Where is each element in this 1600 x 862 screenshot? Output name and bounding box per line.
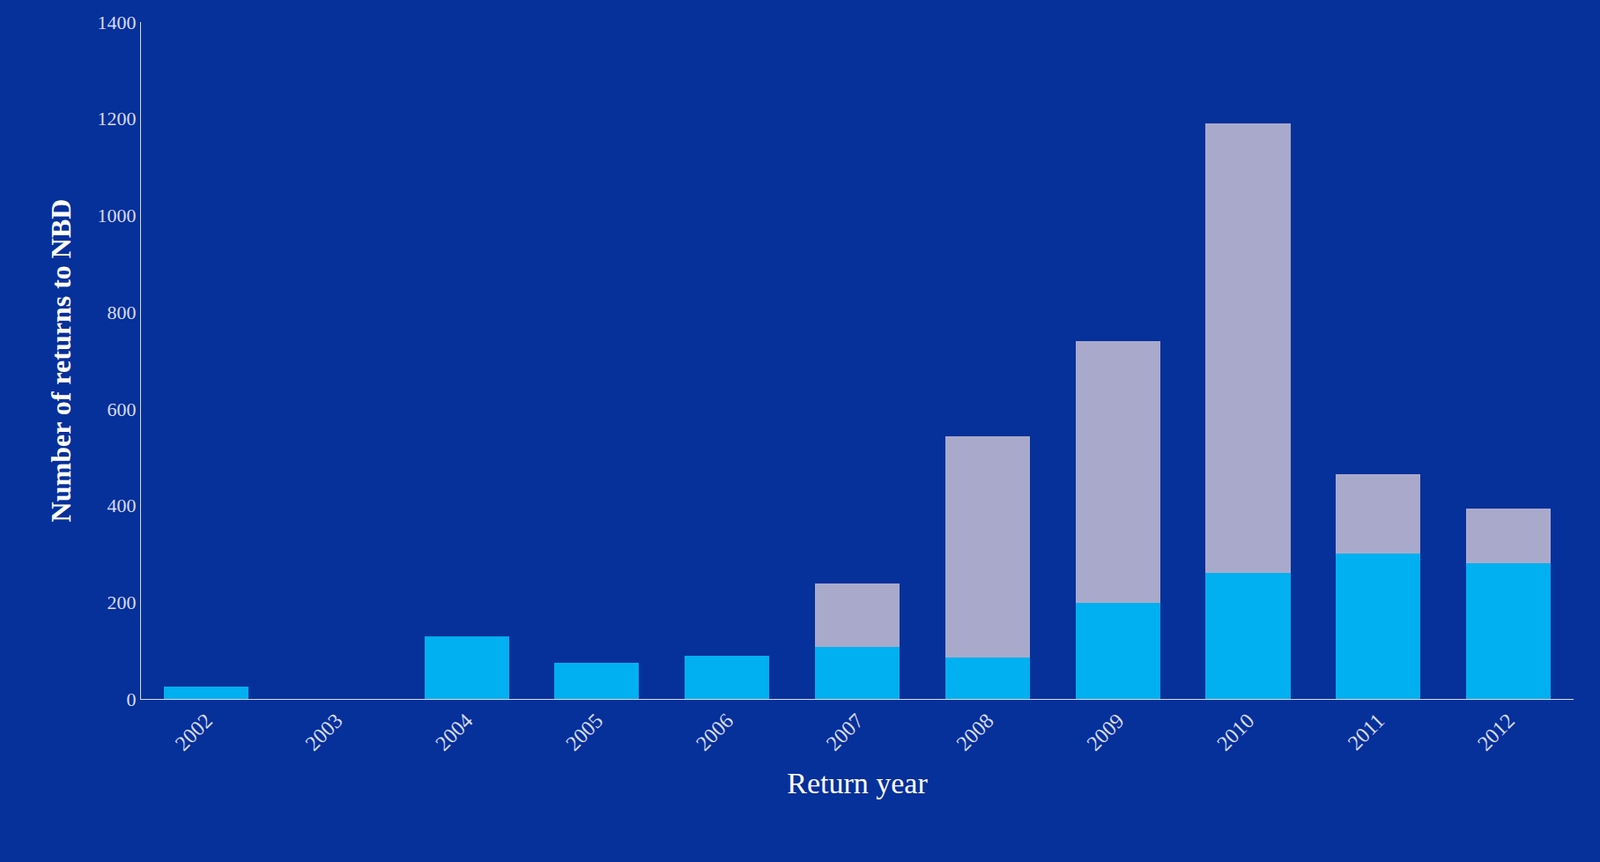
svg-text:1200: 1200	[97, 107, 137, 130]
svg-text:2012: 2012	[1473, 708, 1519, 755]
svg-text:2002: 2002	[170, 708, 217, 755]
svg-text:2004: 2004	[430, 708, 477, 755]
svg-text:2010: 2010	[1212, 708, 1259, 755]
svg-text:2009: 2009	[1081, 708, 1128, 755]
svg-text:600: 600	[107, 398, 137, 421]
svg-text:1400: 1400	[97, 11, 137, 34]
svg-text:800: 800	[107, 301, 137, 324]
svg-text:2005: 2005	[561, 708, 608, 755]
svg-text:2011: 2011	[1343, 708, 1390, 755]
svg-text:2007: 2007	[822, 708, 868, 755]
svg-text:Number of returns to NBD: Number of returns to NBD	[44, 199, 77, 523]
svg-text:0: 0	[126, 688, 137, 711]
svg-text:Return year: Return year	[786, 766, 928, 800]
svg-text:2003: 2003	[300, 708, 347, 755]
svg-text:200: 200	[107, 591, 137, 614]
svg-text:2008: 2008	[952, 708, 999, 755]
svg-text:1000: 1000	[97, 204, 137, 227]
svg-text:400: 400	[107, 494, 137, 517]
svg-text:2006: 2006	[691, 708, 738, 755]
